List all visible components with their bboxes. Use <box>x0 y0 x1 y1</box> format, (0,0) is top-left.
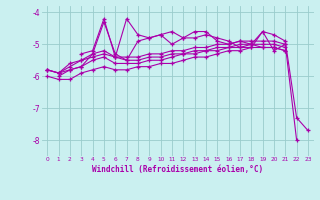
X-axis label: Windchill (Refroidissement éolien,°C): Windchill (Refroidissement éolien,°C) <box>92 165 263 174</box>
